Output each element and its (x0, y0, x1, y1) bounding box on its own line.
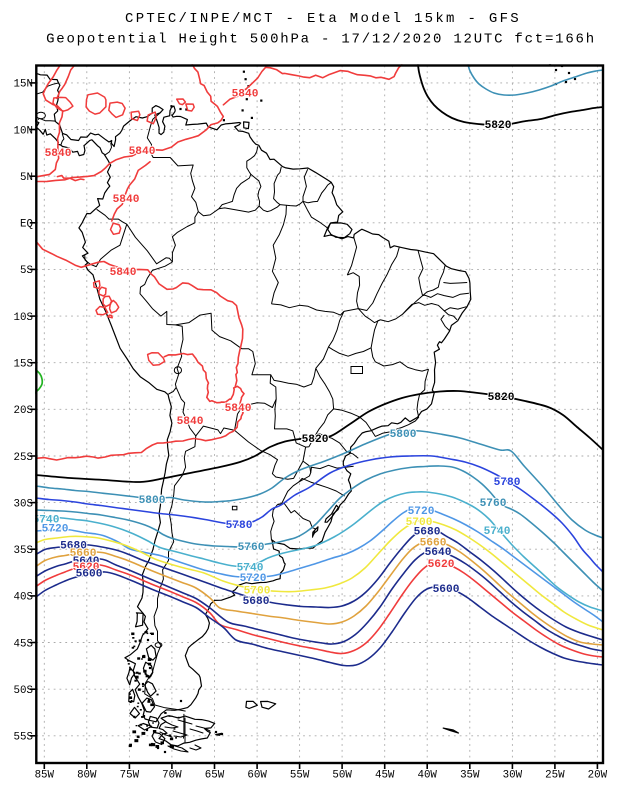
svg-text:5820: 5820 (488, 392, 515, 404)
svg-text:10S: 10S (14, 312, 33, 324)
svg-text:5640: 5640 (73, 556, 100, 568)
svg-text:5760: 5760 (480, 498, 507, 510)
svg-text:5680: 5680 (414, 526, 441, 538)
svg-text:5840: 5840 (113, 194, 140, 206)
svg-text:50W: 50W (332, 770, 352, 782)
svg-text:EQ: EQ (20, 219, 33, 231)
svg-text:5740: 5740 (33, 514, 60, 526)
svg-text:40W: 40W (417, 770, 437, 782)
svg-text:30S: 30S (14, 498, 33, 510)
svg-text:5660: 5660 (70, 548, 97, 560)
svg-text:20S: 20S (14, 405, 33, 417)
svg-text:5680: 5680 (60, 540, 87, 552)
svg-text:20W: 20W (588, 770, 608, 782)
svg-text:5820: 5820 (302, 434, 329, 446)
svg-text:60W: 60W (247, 770, 267, 782)
svg-text:25W: 25W (545, 770, 565, 782)
svg-text:Geopotential Height 500hPa - 1: Geopotential Height 500hPa - 17/12/2020 … (46, 32, 596, 48)
svg-text:35S: 35S (14, 545, 33, 557)
svg-text:5800: 5800 (139, 495, 166, 507)
svg-text:5840: 5840 (225, 403, 252, 415)
svg-text:CPTEC/INPE/MCT - Eta Model 15: CPTEC/INPE/MCT - Eta Model 15km - GFS (125, 11, 521, 27)
svg-text:85W: 85W (35, 770, 55, 782)
svg-text:15N: 15N (14, 79, 33, 91)
svg-text:5740: 5740 (237, 562, 264, 574)
svg-text:10N: 10N (14, 125, 33, 137)
svg-text:15S: 15S (14, 359, 33, 371)
svg-text:45W: 45W (375, 770, 395, 782)
svg-text:5N: 5N (20, 172, 33, 184)
svg-text:5720: 5720 (240, 573, 267, 585)
svg-text:30W: 30W (503, 770, 523, 782)
svg-text:5620: 5620 (428, 559, 455, 571)
svg-text:45S: 45S (14, 638, 33, 650)
svg-text:5660: 5660 (420, 537, 447, 549)
svg-text:5840: 5840 (129, 146, 156, 158)
svg-text:80W: 80W (77, 770, 97, 782)
svg-text:5760: 5760 (238, 542, 265, 554)
svg-text:5840: 5840 (232, 88, 259, 100)
svg-text:5780: 5780 (494, 477, 521, 489)
svg-text:75W: 75W (120, 770, 140, 782)
svg-text:70W: 70W (162, 770, 182, 782)
svg-text:5840: 5840 (45, 148, 72, 160)
svg-text:5840: 5840 (110, 267, 137, 279)
svg-text:5640: 5640 (425, 547, 452, 559)
svg-text:5800: 5800 (390, 429, 417, 441)
svg-text:5620: 5620 (73, 562, 100, 574)
svg-text:35W: 35W (460, 770, 480, 782)
svg-text:5720: 5720 (408, 506, 435, 518)
svg-text:5820: 5820 (485, 120, 512, 132)
svg-text:5700: 5700 (406, 517, 433, 529)
svg-text:5600: 5600 (433, 584, 460, 596)
svg-text:55S: 55S (14, 732, 33, 744)
svg-text:5680: 5680 (243, 596, 270, 608)
svg-text:25S: 25S (14, 452, 33, 464)
svg-text:5S: 5S (20, 265, 33, 277)
svg-text:65W: 65W (205, 770, 225, 782)
svg-text:5780: 5780 (226, 520, 253, 532)
svg-text:50S: 50S (14, 685, 33, 697)
svg-text:5600: 5600 (76, 568, 103, 580)
svg-text:5720: 5720 (42, 523, 69, 535)
svg-text:5740: 5740 (484, 526, 511, 538)
svg-text:40S: 40S (14, 592, 33, 604)
svg-text:5700: 5700 (244, 585, 271, 597)
svg-text:5840: 5840 (177, 416, 204, 428)
svg-text:55W: 55W (290, 770, 310, 782)
